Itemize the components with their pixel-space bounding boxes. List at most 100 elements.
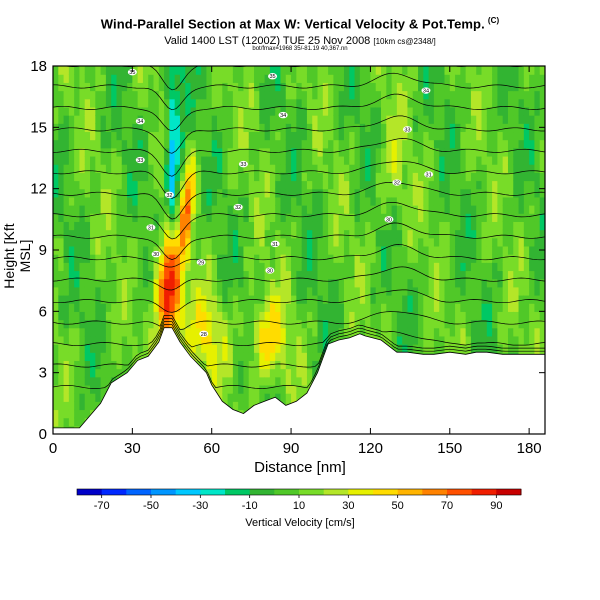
field-cell [190,270,197,280]
field-cell [58,237,65,247]
field-cell [391,188,398,198]
field-cell [381,180,387,190]
field-cell [365,237,372,247]
field-cell [53,155,59,165]
field-cell [153,327,160,337]
field-cell [476,115,483,124]
field-cell [481,155,488,165]
field-cell [306,335,313,345]
x-tick-label: 120 [358,440,383,457]
field-cell [232,303,239,312]
field-cell [317,294,324,304]
field-cell [386,172,393,182]
field-cell [90,139,96,149]
field-cell [95,74,102,83]
field-cell [116,213,123,222]
field-cell [381,155,387,165]
field-cell [312,131,319,141]
field-cell [523,319,530,329]
field-cell [470,229,477,239]
field-cell [402,155,409,165]
field-cell [370,172,377,182]
field-cell [449,82,456,92]
field-cell [370,139,377,149]
field-cell [455,221,461,231]
field-cell [248,319,255,329]
field-cell [539,196,545,206]
field-cell [433,335,440,345]
field-cell [53,106,59,116]
field-cell [523,303,530,312]
field-cell [53,90,59,100]
field-cell [423,66,430,75]
field-cell [174,311,181,321]
field-cell [238,196,245,206]
field-cell [254,352,260,361]
field-cell [153,123,160,133]
field-cell [201,115,208,124]
field-cell [312,147,319,157]
field-cell [185,131,192,141]
field-cell [338,205,345,214]
field-cell [402,180,409,190]
field-cell [280,147,287,157]
field-cell [79,393,86,402]
field-cell [254,286,260,296]
field-cell [317,237,324,247]
field-cell [190,335,197,345]
field-cell [179,286,186,296]
field-cell [291,352,297,361]
field-cell [79,417,86,427]
field-cell [386,115,393,124]
field-cell [84,303,91,312]
field-cell [269,303,276,312]
field-cell [211,262,218,272]
field-cell [492,66,498,75]
field-cell [121,303,128,312]
field-cell [338,221,345,231]
field-cell [375,74,382,83]
field-cell [291,344,297,353]
field-cell [343,254,350,263]
field-cell [227,205,234,214]
field-cell [486,74,493,83]
field-cell [428,270,435,280]
field-cell [354,98,361,108]
field-cell [264,393,271,402]
field-cell [132,115,139,124]
field-cell [227,115,234,124]
field-cell [481,303,488,312]
field-cell [58,98,65,108]
field-cell [322,254,329,263]
field-cell [185,294,192,304]
field-cell [58,164,65,173]
field-cell [396,327,403,337]
field-cell [502,327,509,337]
field-cell [227,180,234,190]
field-cell [333,311,340,321]
field-cell [402,131,409,141]
field-cell [486,245,493,255]
field-cell [195,335,202,345]
field-cell [322,180,329,190]
field-cell [280,123,287,133]
field-cell [58,401,65,411]
field-cell [370,82,377,92]
field-cell [248,262,255,272]
field-cell [338,237,345,247]
field-cell [492,294,498,304]
field-cell [439,205,446,214]
field-cell [502,155,509,165]
field-cell [423,286,430,296]
field-cell [312,106,319,116]
field-cell [121,205,128,214]
field-cell [444,188,451,198]
field-cell [275,98,282,108]
field-cell [137,180,144,190]
field-cell [328,74,334,83]
field-cell [111,229,118,239]
field-cell [534,188,541,198]
field-cell [148,74,155,83]
field-cell [328,115,334,124]
field-cell [349,131,356,141]
